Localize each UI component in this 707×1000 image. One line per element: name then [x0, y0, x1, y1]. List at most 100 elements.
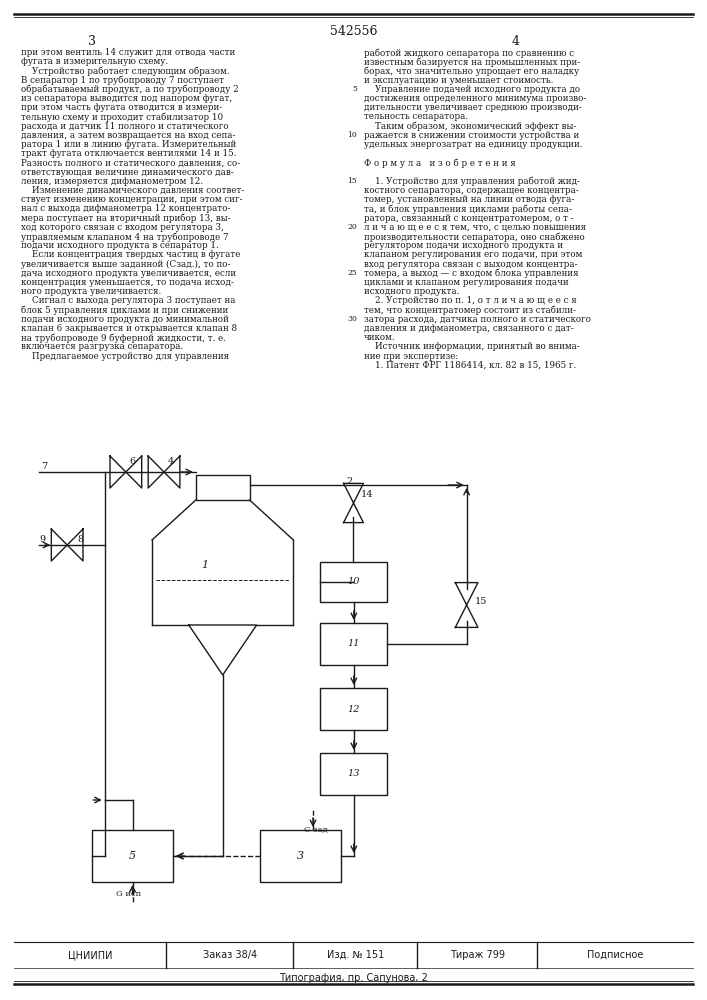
Text: ратора 1 или в линию фугата. Измерительный: ратора 1 или в линию фугата. Измерительн… — [21, 140, 236, 149]
Text: Изменение динамического давления соответ-: Изменение динамического давления соответ… — [21, 186, 245, 195]
Text: и эксплуатацию и уменьшает стоимость.: и эксплуатацию и уменьшает стоимость. — [364, 76, 554, 85]
Text: л и ч а ю щ е е с я тем, что, с целью повышения: л и ч а ю щ е е с я тем, что, с целью по… — [364, 223, 586, 232]
Text: В сепаратор 1 по трубопроводу 7 поступает: В сепаратор 1 по трубопроводу 7 поступае… — [21, 76, 224, 85]
Text: 2: 2 — [346, 477, 353, 486]
Text: Предлагаемое устройство для управления: Предлагаемое устройство для управления — [21, 352, 229, 361]
Text: чиком.: чиком. — [364, 333, 396, 342]
Text: ответствующая величине динамического дав-: ответствующая величине динамического дав… — [21, 168, 234, 177]
Text: нал с выхода дифманометра 12 концентрато-: нал с выхода дифманометра 12 концентрато… — [21, 204, 230, 213]
Text: исходного продукта.: исходного продукта. — [364, 287, 460, 296]
Text: 1. Устройство для управления работой жид-: 1. Устройство для управления работой жид… — [364, 177, 580, 186]
Text: Таким образом, экономический эффект вы-: Таким образом, экономический эффект вы- — [364, 122, 576, 131]
Text: мера поступает на вторичный прибор 13, вы-: мера поступает на вторичный прибор 13, в… — [21, 214, 230, 223]
Text: подачи исходного продукта в сепаратор 1.: подачи исходного продукта в сепаратор 1. — [21, 241, 219, 250]
Text: Тираж 799: Тираж 799 — [450, 950, 505, 960]
Text: дача исходного продукта увеличивается, если: дача исходного продукта увеличивается, е… — [21, 269, 236, 278]
Text: 2. Устройство по п. 1, о т л и ч а ю щ е е с я: 2. Устройство по п. 1, о т л и ч а ю щ е… — [364, 296, 577, 305]
Text: тельность сепаратора.: тельность сепаратора. — [364, 112, 468, 121]
Text: обрабатываемый продукт, а по трубопроводу 2: обрабатываемый продукт, а по трубопровод… — [21, 85, 239, 94]
Text: 5: 5 — [352, 85, 357, 93]
Text: ствует изменению концентрации, при этом сиг-: ствует изменению концентрации, при этом … — [21, 195, 243, 204]
Text: томер, установленный на линии отвода фуга-: томер, установленный на линии отвода фуг… — [364, 195, 575, 204]
Text: 11: 11 — [348, 640, 360, 648]
Text: удельных энергозатрат на единицу продукции.: удельных энергозатрат на единицу продукц… — [364, 140, 583, 149]
Text: ления, измеряется дифманометром 12.: ления, измеряется дифманометром 12. — [21, 177, 204, 186]
Text: 1: 1 — [201, 560, 209, 570]
Text: 12: 12 — [348, 704, 360, 713]
Bar — [320, 623, 387, 665]
Text: давления, а затем возвращается на вход сепа-: давления, а затем возвращается на вход с… — [21, 131, 235, 140]
Text: тельную схему и проходит стабилизатор 10: тельную схему и проходит стабилизатор 10 — [21, 112, 223, 122]
Text: Изд. № 151: Изд. № 151 — [327, 950, 384, 960]
Text: 6: 6 — [129, 457, 136, 466]
Text: 4: 4 — [512, 35, 520, 48]
Text: 13: 13 — [348, 770, 360, 778]
Text: 9: 9 — [39, 535, 45, 544]
Text: 3: 3 — [88, 35, 96, 48]
Text: работой жидкого сепаратора по сравнению с: работой жидкого сепаратора по сравнению … — [364, 48, 574, 57]
Bar — [92, 830, 173, 882]
Text: фугата в измерительную схему.: фугата в измерительную схему. — [21, 57, 168, 66]
Text: костного сепаратора, содержащее концентра-: костного сепаратора, содержащее концентр… — [364, 186, 579, 195]
Text: включается разгрузка сепаратора.: включается разгрузка сепаратора. — [21, 342, 183, 351]
Text: 4: 4 — [168, 457, 174, 466]
Bar — [320, 562, 387, 602]
Text: 30: 30 — [347, 315, 357, 323]
Text: Разность полного и статического давления, со-: Разность полного и статического давления… — [21, 158, 240, 167]
Text: ного продукта увеличивается.: ного продукта увеличивается. — [21, 287, 161, 296]
Text: давления и дифманометра, связанного с дат-: давления и дифманометра, связанного с да… — [364, 324, 574, 333]
Text: производительности сепаратора, оно снабжено: производительности сепаратора, оно снабж… — [364, 232, 585, 241]
Text: 25: 25 — [347, 269, 357, 277]
Text: управляемым клапаном 4 на трубопроводе 7: управляемым клапаном 4 на трубопроводе 7 — [21, 232, 229, 241]
Text: томера, а выход — с входом блока управления: томера, а выход — с входом блока управле… — [364, 269, 579, 278]
Text: 20: 20 — [347, 223, 357, 231]
Bar — [320, 753, 387, 795]
Text: клапаном регулирования его подачи, при этом: клапаном регулирования его подачи, при э… — [364, 250, 583, 259]
Text: увеличивается выше заданной (Сзад.), то по-: увеличивается выше заданной (Сзад.), то … — [21, 260, 230, 269]
Text: концентрация уменьшается, то подача исход-: концентрация уменьшается, то подача исхо… — [21, 278, 234, 287]
Text: тракт фугата отключается вентилями 14 и 15.: тракт фугата отключается вентилями 14 и … — [21, 149, 237, 158]
Text: G исп: G исп — [117, 890, 141, 898]
Text: 7: 7 — [41, 462, 47, 471]
Text: 14: 14 — [361, 490, 373, 499]
Text: при этом часть фугата отводится в измери-: при этом часть фугата отводится в измери… — [21, 103, 223, 112]
Text: ход которого связан с входом регулятора 3,: ход которого связан с входом регулятора … — [21, 223, 224, 232]
Text: достижения определенного минимума произво-: достижения определенного минимума произв… — [364, 94, 587, 103]
Text: С зад: С зад — [304, 826, 328, 834]
Text: Управление подачей исходного продукта до: Управление подачей исходного продукта до — [364, 85, 580, 94]
Text: тем, что концентратомер состоит из стабили-: тем, что концентратомер состоит из стаби… — [364, 306, 576, 315]
Text: 1. Патент ФРГ 1186414, кл. 82 в 15, 1965 г.: 1. Патент ФРГ 1186414, кл. 82 в 15, 1965… — [364, 361, 576, 370]
Text: Источник информации, принятый во внима-: Источник информации, принятый во внима- — [364, 342, 580, 351]
Text: Подписное: Подписное — [587, 950, 643, 960]
Text: затора расхода, датчика полного и статического: затора расхода, датчика полного и статич… — [364, 315, 591, 324]
Text: борах, что значительно упрощает его наладку: борах, что значительно упрощает его нала… — [364, 66, 579, 76]
Text: 15: 15 — [475, 597, 488, 606]
Text: Если концентрация твердых частиц в фугате: Если концентрация твердых частиц в фугат… — [21, 250, 240, 259]
Text: из сепаратора выводится под напором фугат,: из сепаратора выводится под напором фуга… — [21, 94, 233, 103]
Text: подачи исходного продукта до минимальной: подачи исходного продукта до минимальной — [21, 315, 229, 324]
Text: 542556: 542556 — [329, 25, 378, 38]
Text: вход регулятора связан с выходом концентра-: вход регулятора связан с выходом концент… — [364, 260, 578, 269]
Text: циклами и клапаном регулирования подачи: циклами и клапаном регулирования подачи — [364, 278, 568, 287]
Bar — [196, 475, 250, 500]
Text: расхода и датчик 11 полного и статического: расхода и датчик 11 полного и статическо… — [21, 122, 229, 131]
Text: дительности увеличивает среднюю производи-: дительности увеличивает среднюю производ… — [364, 103, 582, 112]
Text: 10: 10 — [348, 577, 360, 586]
Text: Устройство работает следующим образом.: Устройство работает следующим образом. — [21, 66, 230, 76]
Bar — [320, 688, 387, 730]
Text: Типография, пр. Сапунова, 2: Типография, пр. Сапунова, 2 — [279, 973, 428, 983]
Text: ражается в снижении стоимости устройства и: ражается в снижении стоимости устройства… — [364, 131, 579, 140]
Text: 3: 3 — [297, 851, 305, 861]
Text: на трубопроводе 9 буферной жидкости, т. е.: на трубопроводе 9 буферной жидкости, т. … — [21, 333, 226, 343]
Text: 10: 10 — [347, 131, 357, 139]
Text: блок 5 управления циклами и при снижении: блок 5 управления циклами и при снижении — [21, 306, 228, 315]
Text: ратора, связанный с концентратомером, о т -: ратора, связанный с концентратомером, о … — [364, 214, 574, 223]
Text: клапан 6 закрывается и открывается клапан 8: клапан 6 закрывается и открывается клапа… — [21, 324, 238, 333]
Bar — [260, 830, 341, 882]
Text: Заказ 38/4: Заказ 38/4 — [203, 950, 257, 960]
Text: 8: 8 — [78, 535, 84, 544]
Text: та, и блок управления циклами работы сепа-: та, и блок управления циклами работы сеп… — [364, 204, 572, 214]
Text: 5: 5 — [129, 851, 136, 861]
Text: Сигнал с выхода регулятора 3 поступает на: Сигнал с выхода регулятора 3 поступает н… — [21, 296, 235, 305]
Text: 15: 15 — [347, 177, 357, 185]
